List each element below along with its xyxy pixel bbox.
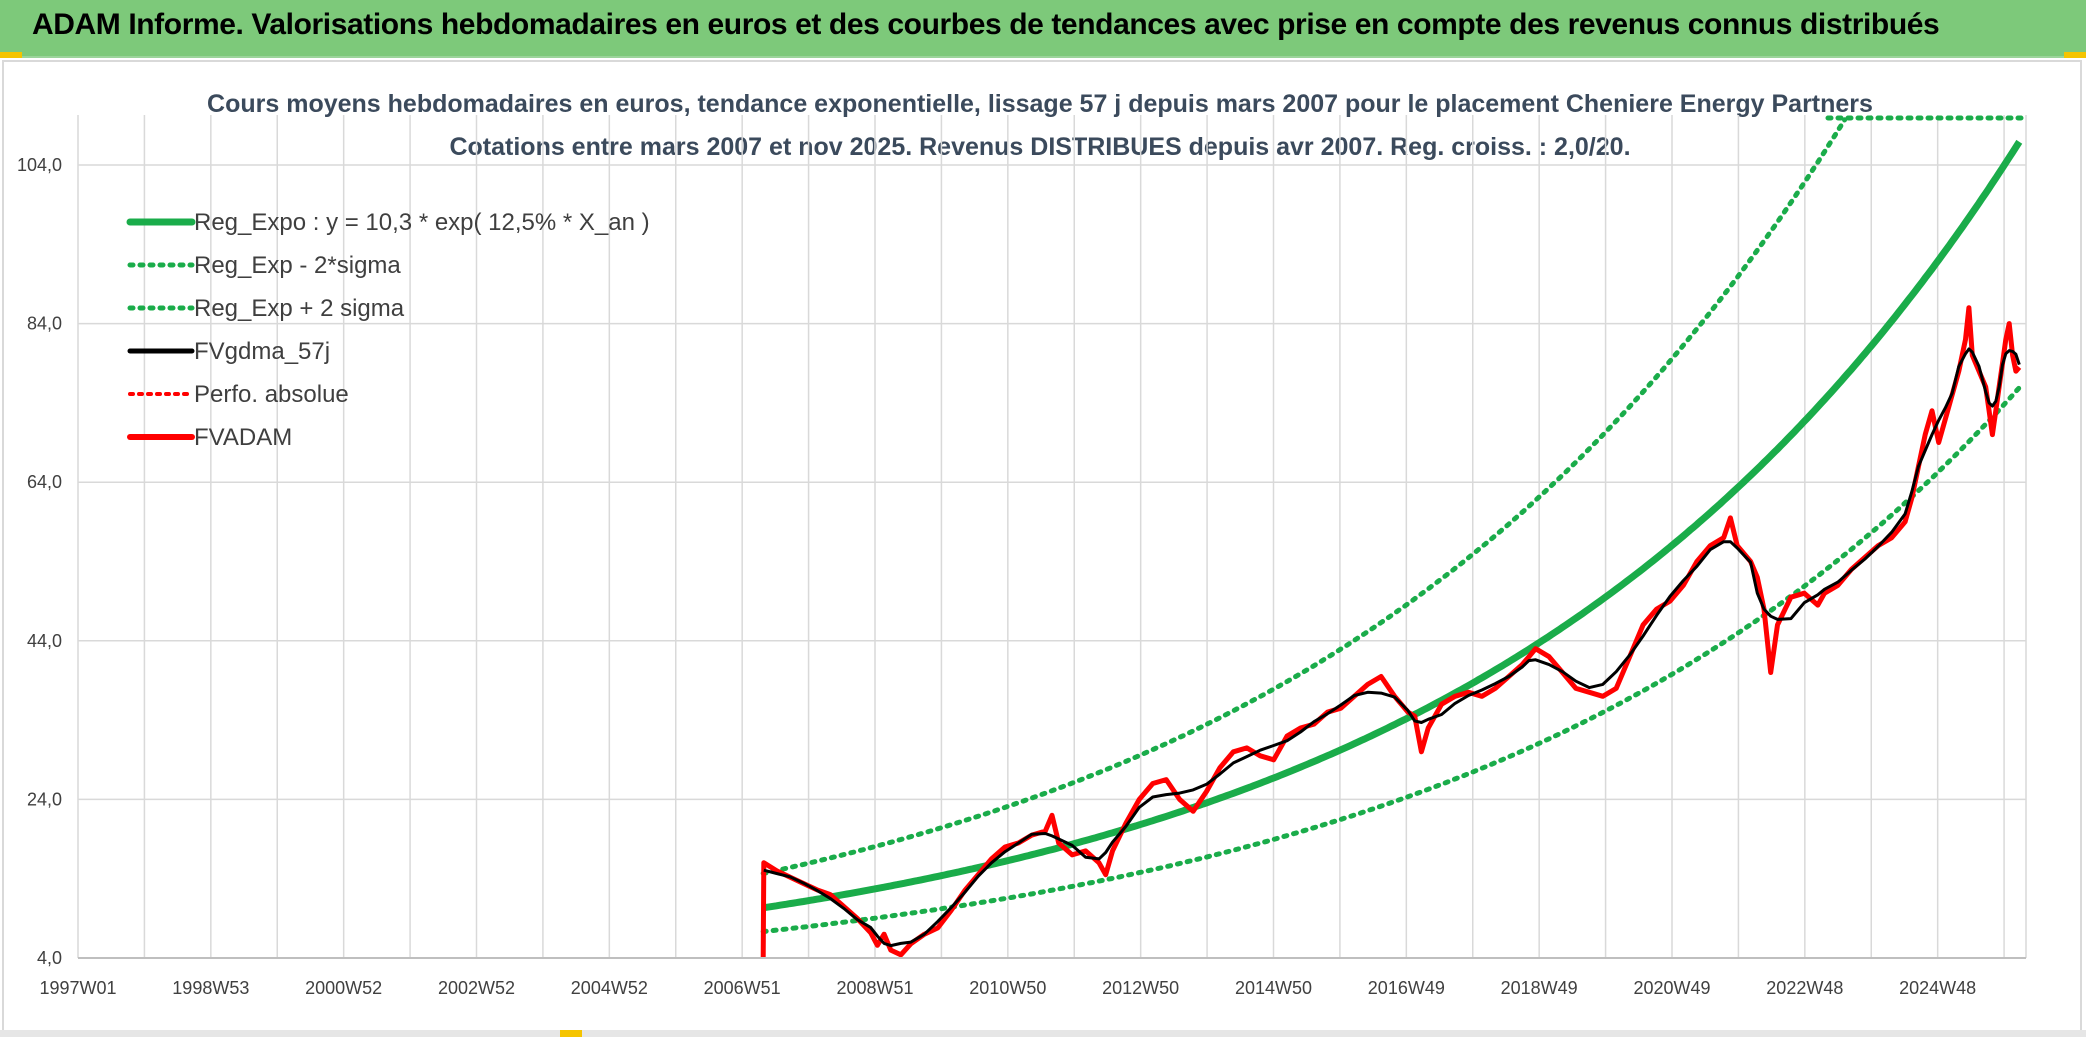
y-tick-label: 24,0 xyxy=(27,789,62,809)
bottom-accent xyxy=(560,1030,582,1037)
x-tick-label: 2006W51 xyxy=(704,978,781,998)
x-tick-label: 2022W48 xyxy=(1766,978,1843,998)
legend-label: Reg_Exp + 2 sigma xyxy=(194,295,405,322)
x-tick-label: 1998W53 xyxy=(172,978,249,998)
y-tick-label: 84,0 xyxy=(27,314,62,334)
x-tick-label: 2016W49 xyxy=(1368,978,1445,998)
legend-label: Reg_Exp - 2*sigma xyxy=(194,252,401,279)
legend-label: FVgdma_57j xyxy=(194,338,330,365)
y-tick-label: 64,0 xyxy=(27,472,62,492)
report-banner: ADAM Informe. Valorisations hebdomadaire… xyxy=(0,0,2086,58)
bottom-bar xyxy=(0,1030,2086,1037)
chart-title-line-1: Cours moyens hebdomadaires en euros, ten… xyxy=(207,90,1873,118)
banner-accent-right xyxy=(2064,52,2086,58)
series-fvadam xyxy=(760,305,2022,959)
x-tick-label: 2004W52 xyxy=(571,978,648,998)
x-tick-label: 2010W50 xyxy=(969,978,1046,998)
legend-label: Reg_Expo : y = 10,3 * exp( 12,5% * X_an … xyxy=(194,209,650,236)
banner-accent-left xyxy=(0,52,22,58)
series-reg-high-band xyxy=(760,117,1848,876)
x-tick-label: 2018W49 xyxy=(1501,978,1578,998)
y-tick-label: 44,0 xyxy=(27,631,62,651)
x-tick-label: 2002W52 xyxy=(438,978,515,998)
x-tick-label: 2008W51 xyxy=(836,978,913,998)
y-tick-label: 4,0 xyxy=(37,948,62,968)
legend-label: Perfo. absolue xyxy=(194,381,349,408)
series-fvgdma-57j xyxy=(763,347,2021,948)
series-reg-expo xyxy=(762,139,2023,912)
x-tick-label: 1997W01 xyxy=(39,978,116,998)
x-tick-label: 2000W52 xyxy=(305,978,382,998)
chart-title-line-2: Cotations entre mars 2007 et nov 2025. R… xyxy=(449,133,1630,161)
x-tick-label: 2020W49 xyxy=(1633,978,1710,998)
x-tick-label: 2024W48 xyxy=(1899,978,1976,998)
x-tick-label: 2012W50 xyxy=(1102,978,1179,998)
y-tick-label: 104,0 xyxy=(17,155,62,175)
report-title: ADAM Informe. Valorisations hebdomadaire… xyxy=(32,8,1940,41)
x-tick-label: 2014W50 xyxy=(1235,978,1312,998)
legend-label: FVADAM xyxy=(194,424,292,451)
series-reg-low-band xyxy=(760,385,2022,935)
